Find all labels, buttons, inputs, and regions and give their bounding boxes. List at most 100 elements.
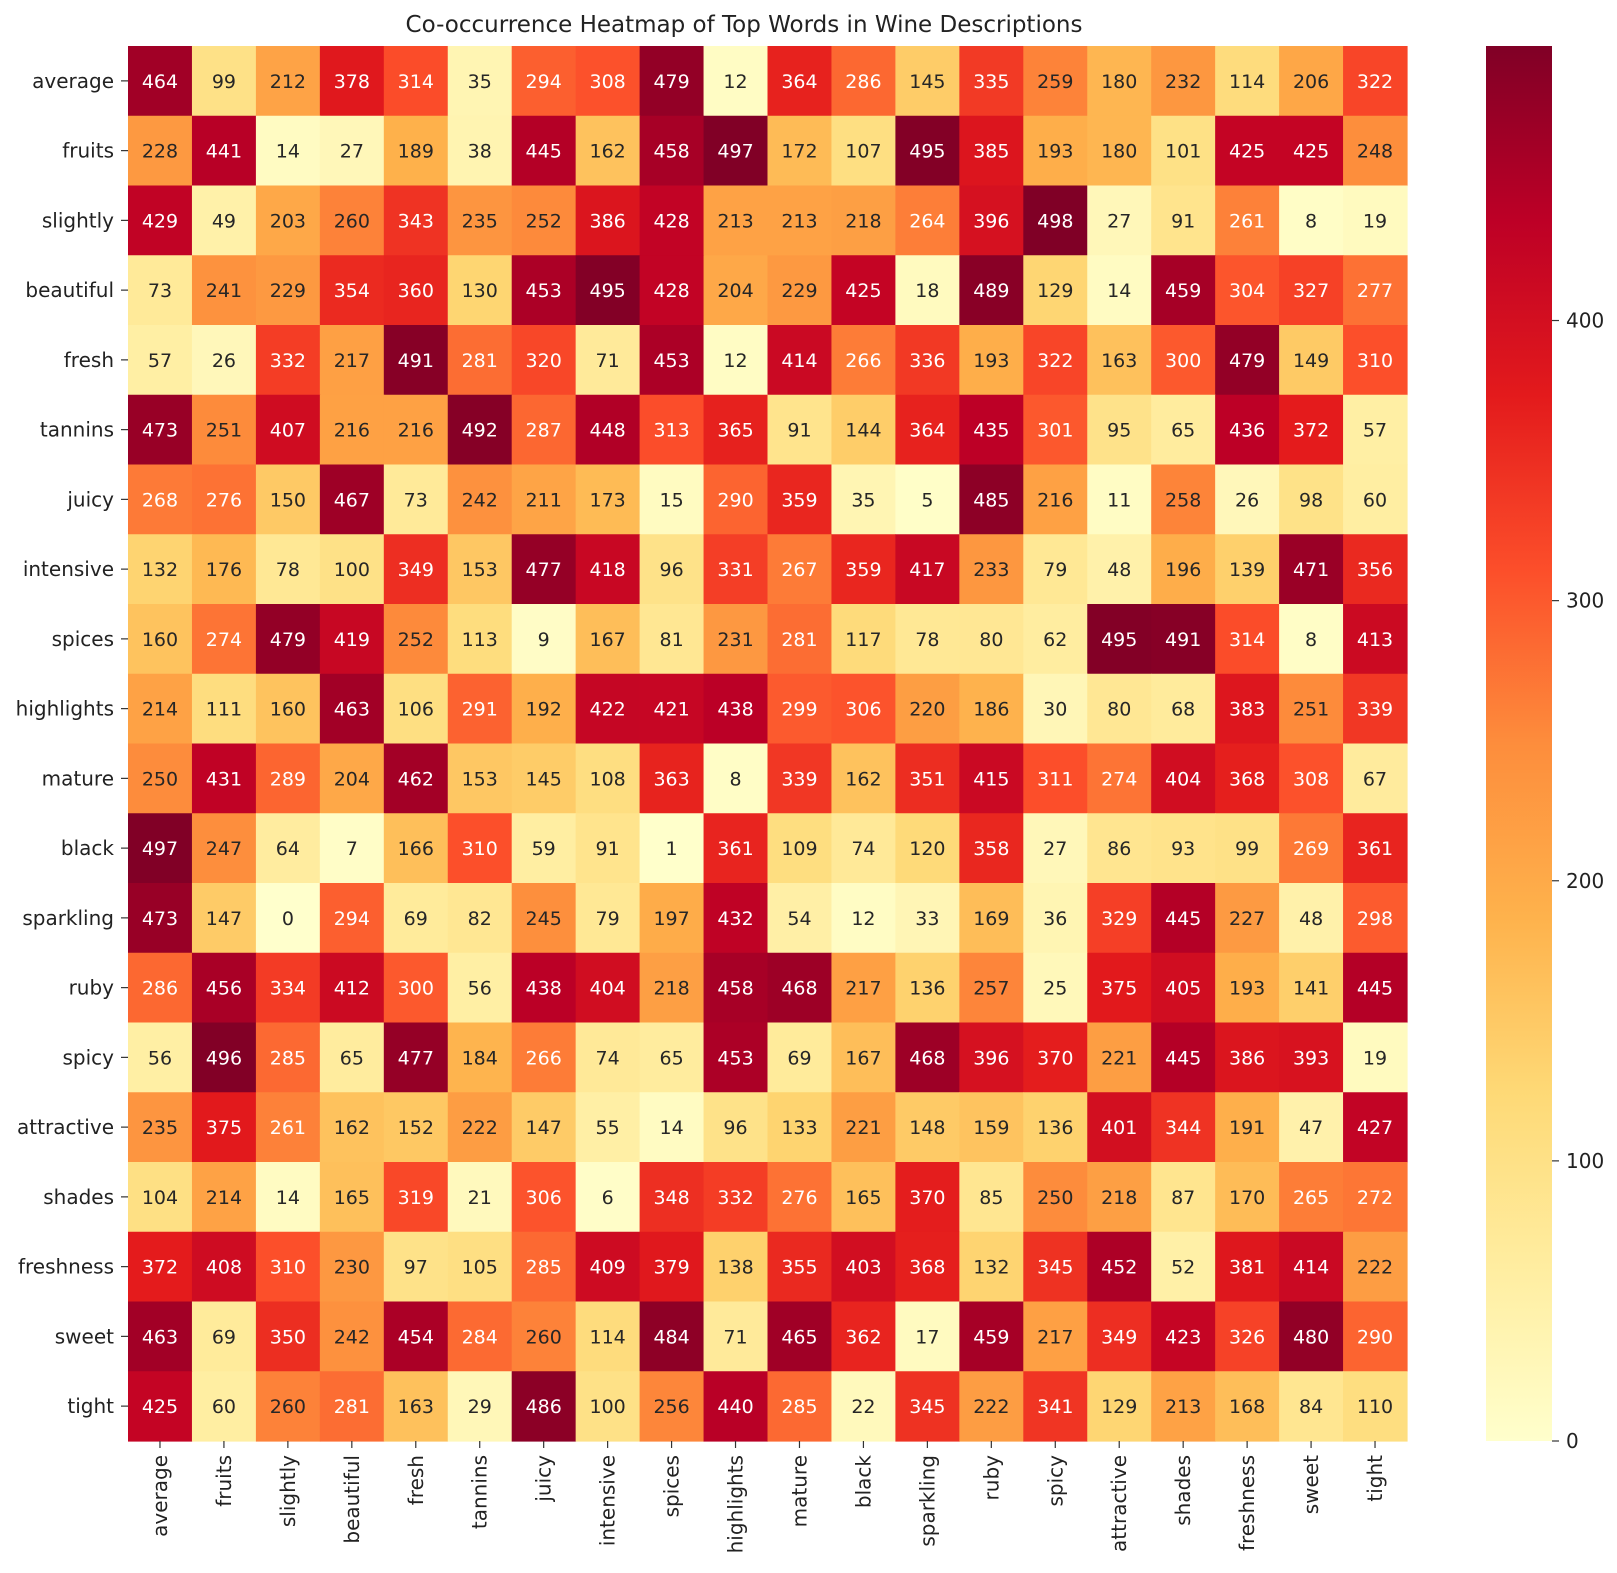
heatmap-cell	[191, 1092, 257, 1163]
heatmap-cell	[1215, 394, 1280, 466]
heatmap-cell	[1087, 1301, 1152, 1372]
heatmap-cell	[383, 813, 449, 884]
cell-value-label: 8	[729, 768, 741, 790]
cell-value-label: 386	[1229, 1047, 1265, 1069]
cell-value-label: 257	[973, 978, 1009, 1000]
cell-value-label: 22	[851, 1396, 875, 1418]
cell-value-label: 213	[1165, 1396, 1201, 1418]
heatmap-cell	[1023, 883, 1088, 954]
cell-value-label: 242	[334, 1326, 370, 1348]
heatmap-cell	[1023, 743, 1088, 814]
cell-value-label: 85	[979, 1187, 1003, 1209]
cell-value-label: 14	[659, 1117, 683, 1139]
cell-value-label: 274	[1101, 768, 1137, 790]
heatmap-cell	[319, 1231, 385, 1303]
heatmap-cell	[447, 1301, 513, 1372]
cell-value-label: 129	[1101, 1396, 1137, 1418]
cell-value-label: 152	[398, 1117, 434, 1139]
cell-value-label: 12	[723, 71, 747, 93]
y-tick-label: tight	[67, 1394, 114, 1418]
heatmap-cell	[447, 185, 513, 256]
cell-value-label: 285	[781, 1396, 817, 1418]
heatmap-cell	[831, 813, 896, 884]
cell-value-label: 408	[206, 1257, 242, 1279]
cell-value-label: 7	[346, 838, 358, 860]
heatmap-cell	[575, 743, 641, 814]
heatmap-cell	[1087, 185, 1152, 256]
cell-value-label: 147	[526, 1117, 562, 1139]
heatmap-cell	[1279, 673, 1344, 745]
heatmap-cell	[895, 534, 960, 605]
cell-value-label: 14	[276, 1187, 300, 1209]
cell-value-label: 211	[526, 489, 562, 511]
cell-value-label: 170	[1229, 1187, 1265, 1209]
cell-value-label: 381	[1229, 1257, 1265, 1279]
heatmap-cell	[319, 46, 385, 117]
heatmap-cell	[959, 394, 1024, 466]
cell-value-label: 495	[589, 280, 625, 302]
cell-value-label: 0	[282, 908, 294, 930]
cell-value-label: 162	[589, 141, 625, 163]
cell-value-label: 310	[1357, 350, 1393, 372]
heatmap-cell	[1215, 813, 1280, 884]
cell-value-label: 258	[1165, 489, 1201, 511]
cell-value-label: 425	[142, 1396, 178, 1418]
x-tick-label: intensive	[596, 1455, 620, 1546]
cell-value-label: 422	[589, 699, 625, 721]
cell-value-label: 184	[462, 1047, 498, 1069]
heatmap-cell	[1087, 325, 1152, 396]
heatmap-cell	[703, 604, 769, 675]
heatmap-cell	[1215, 673, 1280, 745]
cell-value-label: 467	[334, 489, 370, 511]
heatmap-cell	[191, 534, 257, 605]
cell-value-label: 79	[596, 908, 620, 930]
cell-value-label: 235	[142, 1117, 178, 1139]
heatmap-cell	[1087, 1371, 1152, 1442]
cell-value-label: 477	[398, 1047, 434, 1069]
cell-value-label: 189	[398, 141, 434, 163]
cell-value-label: 62	[1043, 629, 1067, 651]
heatmap-cell	[1151, 255, 1216, 326]
heatmap-cell	[831, 534, 896, 605]
cell-value-label: 19	[1363, 210, 1387, 232]
heatmap-cell	[575, 952, 641, 1024]
cell-value-label: 465	[781, 1326, 817, 1348]
heatmap-cell	[1023, 952, 1088, 1024]
cell-value-label: 57	[148, 350, 172, 372]
heatmap-cell	[1215, 1022, 1280, 1093]
heatmap-cell	[639, 185, 705, 256]
heatmap-cell	[639, 1231, 705, 1303]
cell-value-label: 216	[398, 420, 434, 442]
cell-value-label: 462	[398, 768, 434, 790]
cell-value-label: 48	[1107, 559, 1131, 581]
heatmap-cell	[831, 394, 896, 466]
cell-value-label: 204	[717, 280, 753, 302]
cell-value-label: 332	[717, 1187, 753, 1209]
heatmap-cell	[895, 813, 960, 884]
heatmap-cell	[639, 46, 705, 117]
cell-value-label: 405	[1165, 978, 1201, 1000]
cell-value-label: 429	[142, 210, 178, 232]
colorbar	[1486, 46, 1552, 1441]
heatmap-cell	[895, 1231, 960, 1303]
heatmap-cell	[895, 883, 960, 954]
cell-value-label: 326	[1229, 1326, 1265, 1348]
heatmap-cell	[128, 1162, 193, 1233]
cell-value-label: 269	[1293, 838, 1329, 860]
heatmap-cell	[191, 185, 257, 256]
cell-value-label: 300	[1165, 350, 1201, 372]
heatmap-cell	[255, 325, 321, 396]
heatmap-cell	[639, 813, 705, 884]
heatmap-cell	[1151, 604, 1216, 675]
cell-value-label: 332	[270, 350, 306, 372]
heatmap-cell	[447, 604, 513, 675]
heatmap-cell	[1279, 1231, 1344, 1303]
cell-value-label: 453	[653, 350, 689, 372]
cell-value-label: 148	[909, 1117, 945, 1139]
heatmap-cell	[1215, 1371, 1280, 1442]
heatmap-cell	[1023, 185, 1088, 256]
colorbar-ticks: 0 100 200 300 400	[1552, 309, 1604, 1453]
heatmap-cell	[767, 1231, 833, 1303]
heatmap-cell	[959, 1301, 1024, 1372]
heatmap-cell	[767, 394, 833, 466]
